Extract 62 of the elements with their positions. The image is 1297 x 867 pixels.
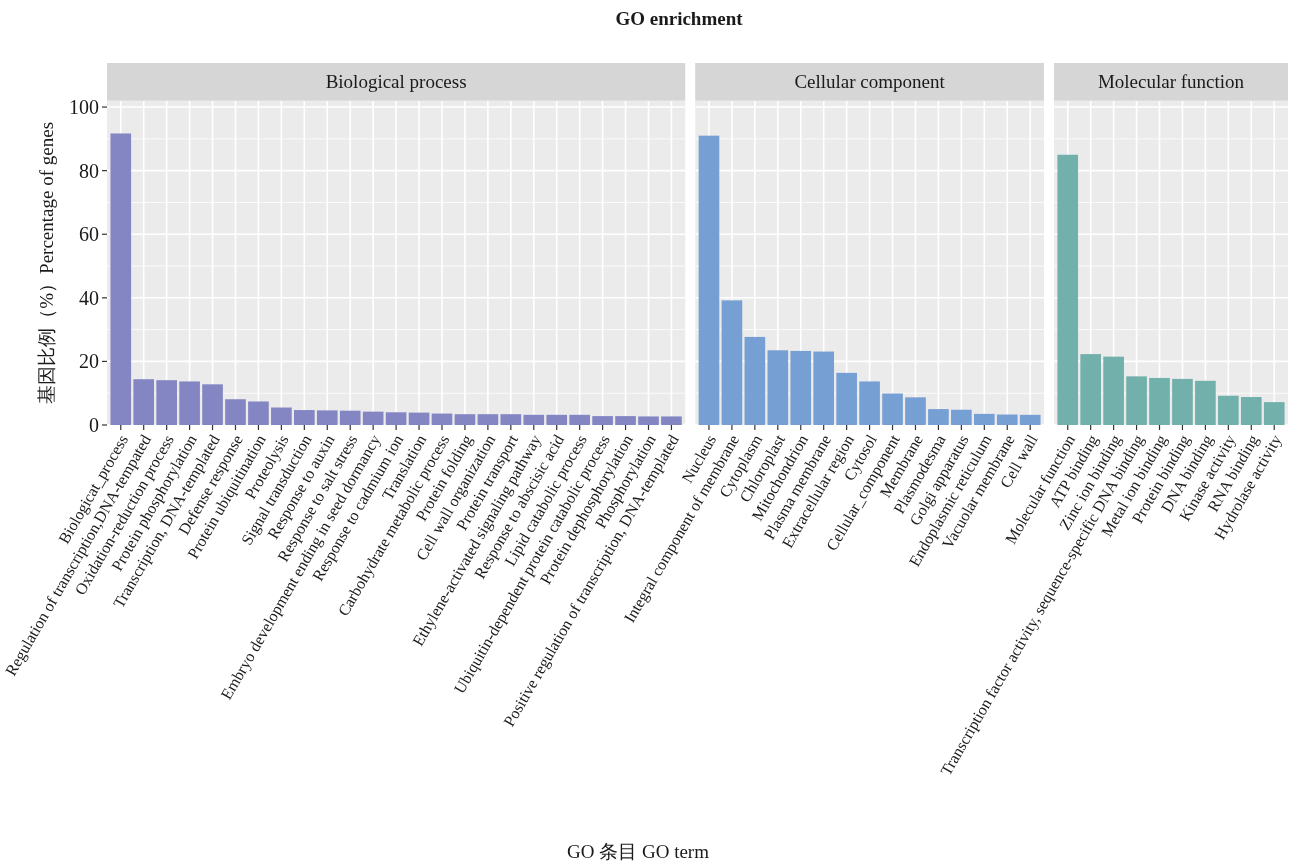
text: GO enrichment (615, 7, 744, 29)
x-axis-title: GO 条目 GO term (567, 840, 710, 862)
bar (1195, 380, 1216, 425)
bar (179, 381, 200, 425)
bar (973, 413, 995, 425)
bar (721, 300, 743, 425)
bar (248, 401, 269, 425)
bar (1149, 377, 1170, 425)
bar (339, 410, 361, 425)
bar (454, 414, 476, 425)
bar (813, 351, 835, 425)
bar (951, 409, 972, 425)
bar (110, 133, 132, 425)
bar (996, 414, 1018, 425)
bar (546, 414, 568, 425)
bar (1080, 354, 1101, 425)
y-tick-label: 20 (79, 350, 99, 373)
bar (1240, 397, 1262, 425)
bar (661, 416, 682, 425)
bar (638, 416, 659, 425)
bar (905, 397, 926, 425)
chart-title: Cellular component (794, 71, 946, 93)
bar (133, 379, 155, 425)
y-tick-label: 40 (79, 286, 99, 309)
bar (271, 407, 292, 425)
bar (362, 411, 384, 425)
bar (882, 393, 903, 425)
bar (385, 412, 407, 425)
bar (500, 414, 522, 425)
y-tick-label: 0 (89, 414, 99, 436)
bar (790, 350, 812, 425)
bar (477, 414, 499, 425)
bar (569, 414, 590, 425)
bar (294, 410, 315, 425)
bar (408, 412, 430, 425)
bar (836, 372, 857, 425)
bar (859, 381, 880, 425)
bar (431, 413, 453, 425)
bar (1057, 154, 1079, 425)
bar (202, 384, 223, 425)
y-axis-title: 基因比例（%）Percentage of genes (36, 121, 58, 404)
y-tick-label: 60 (79, 223, 99, 246)
chart-title: Molecular function (1097, 71, 1245, 93)
bar (225, 399, 246, 425)
y-tick-label: 100 (69, 96, 99, 119)
bar (698, 135, 720, 425)
bar (1263, 402, 1285, 425)
bar (744, 336, 766, 425)
chart-title: Biological process (325, 71, 467, 93)
bar (615, 416, 636, 425)
bar (1103, 356, 1124, 425)
bar (1172, 378, 1193, 425)
y-tick-label: 80 (79, 159, 99, 182)
bar (1019, 414, 1041, 425)
bar (928, 409, 949, 425)
bar (767, 350, 789, 425)
bar (1126, 376, 1147, 425)
bar (1218, 395, 1239, 425)
bar (316, 410, 338, 425)
bar (592, 416, 613, 425)
bar (156, 380, 177, 425)
bar (523, 414, 545, 425)
